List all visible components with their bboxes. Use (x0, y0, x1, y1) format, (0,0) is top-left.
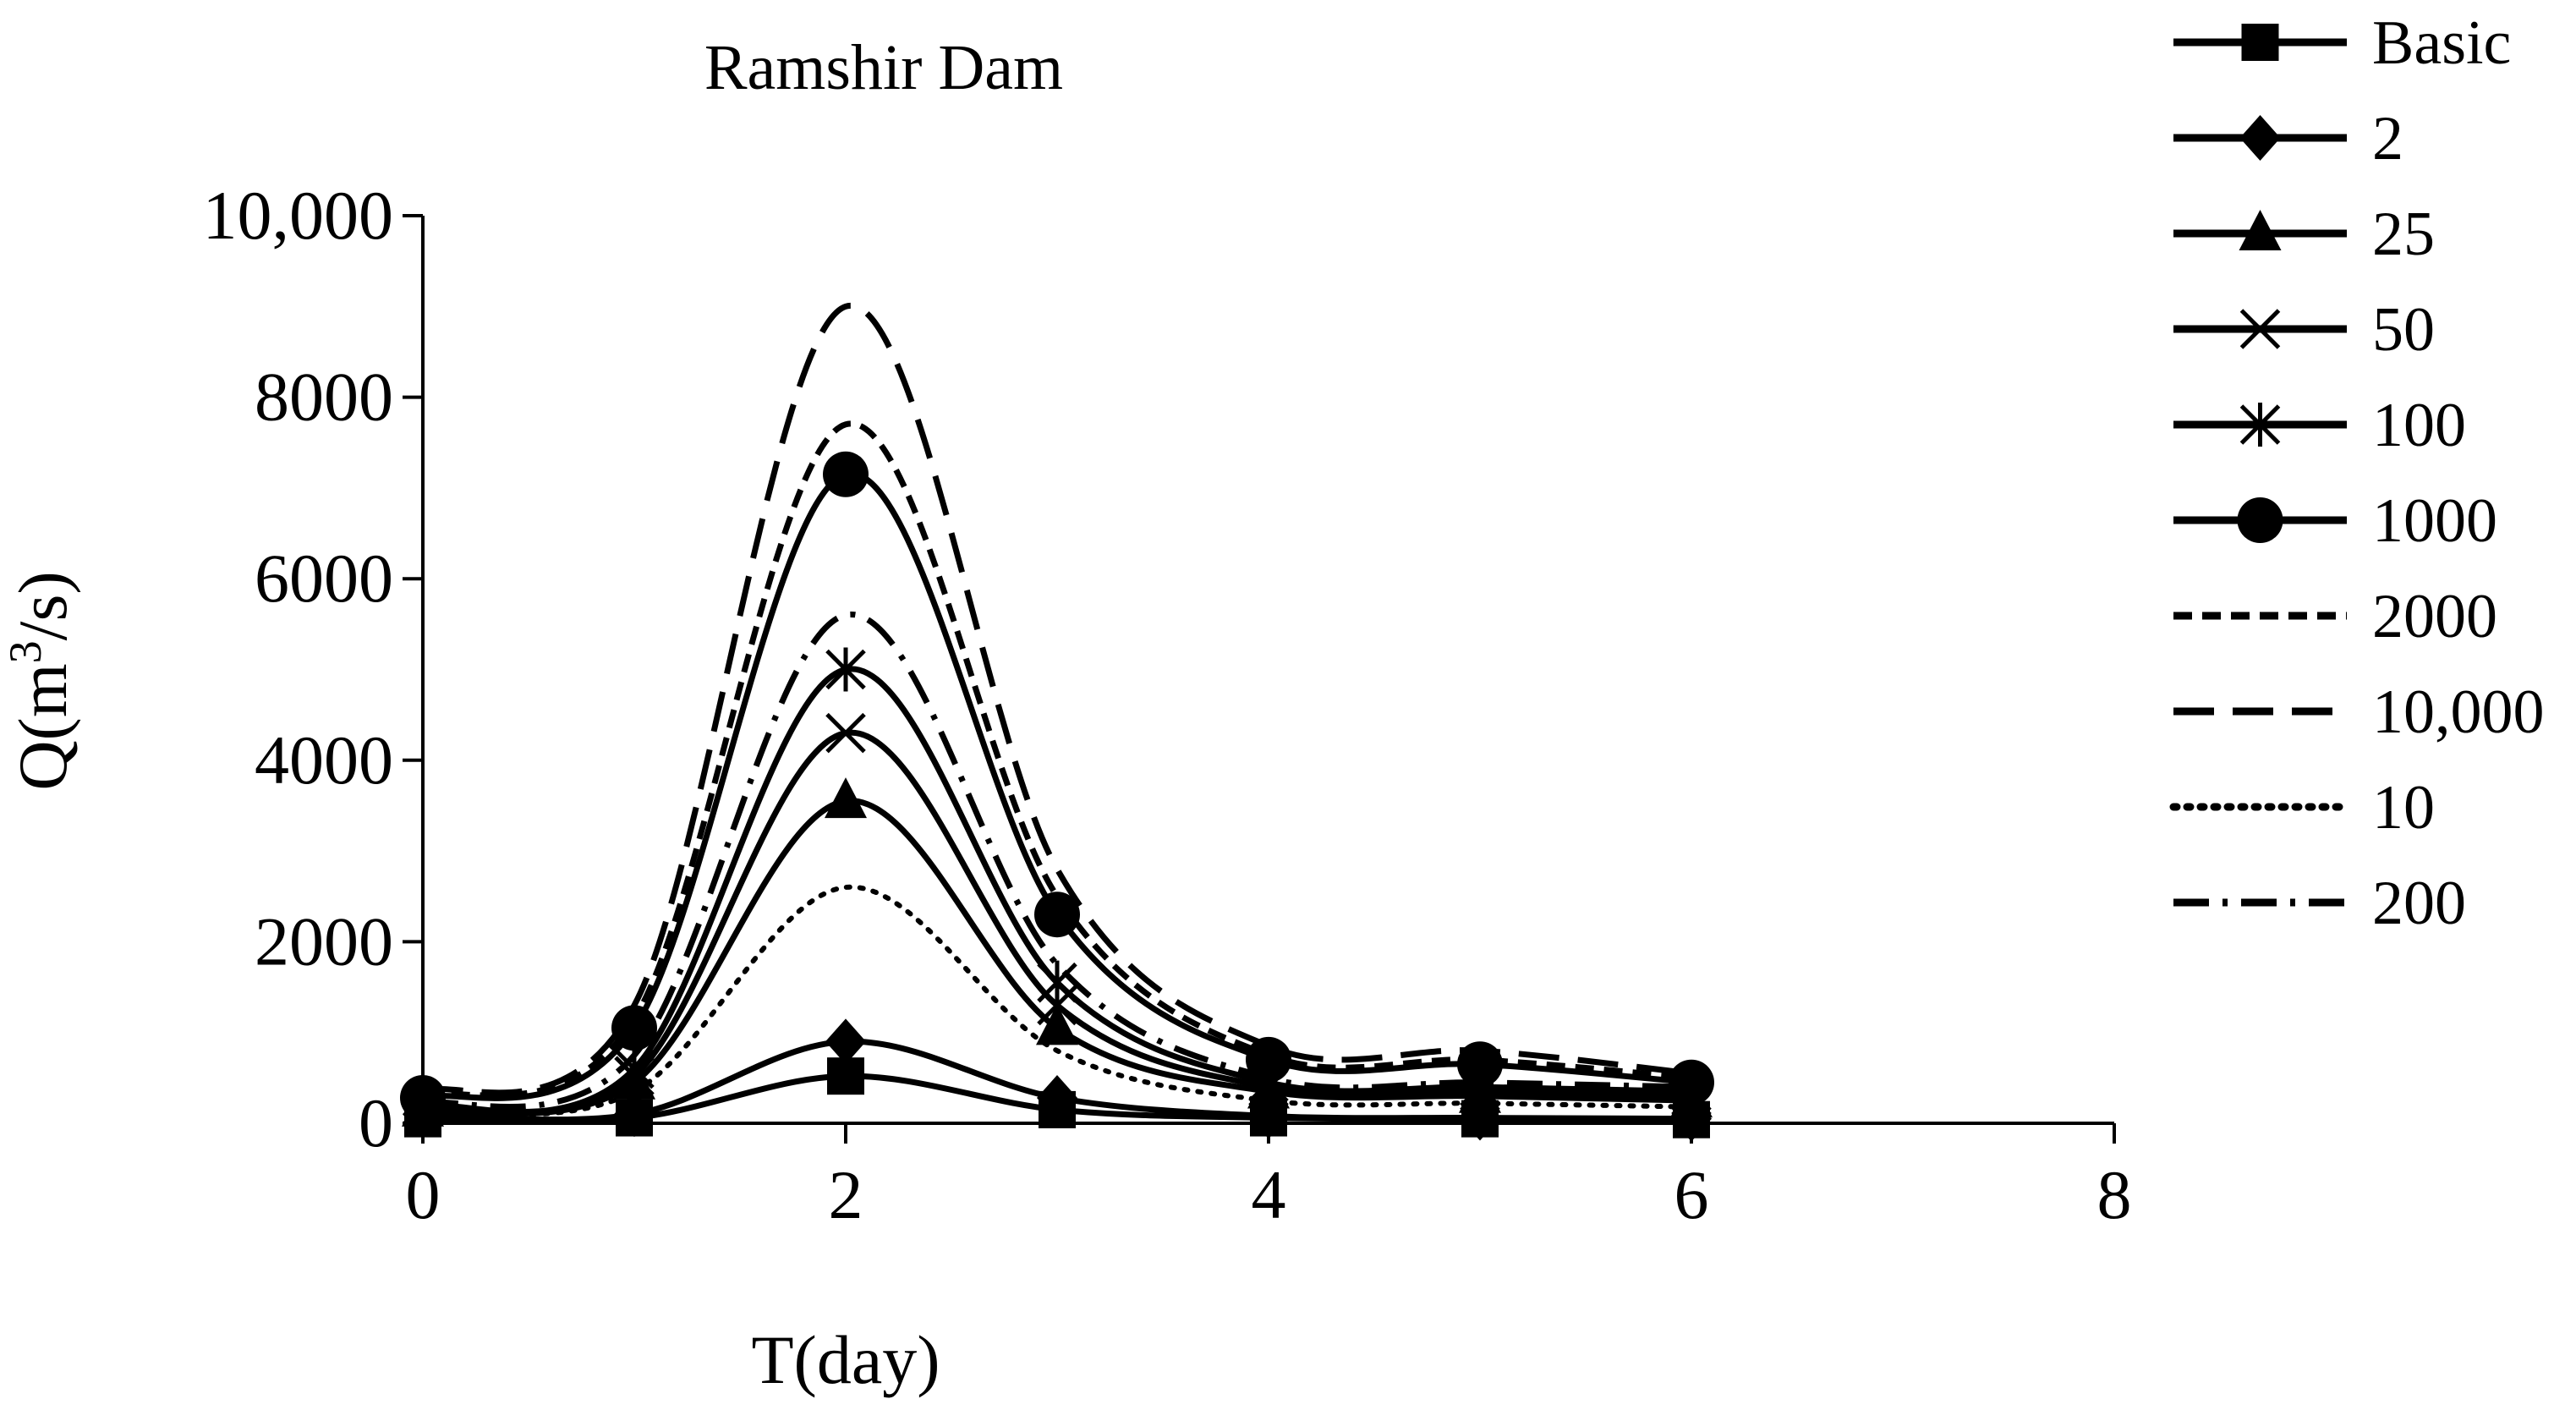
series-point-2 (825, 777, 867, 819)
series-point-3 (825, 712, 866, 754)
x-tick-label: 8 (2097, 1156, 2132, 1233)
legend-label-0: Basic (2372, 8, 2511, 78)
series-point-5 (1034, 892, 1080, 938)
legend-label-5: 1000 (2372, 486, 2497, 556)
legend-marker-4 (2239, 403, 2281, 447)
legend-marker-0 (2241, 24, 2279, 61)
legend-marker-3 (2239, 309, 2281, 349)
legend-label-6: 2000 (2372, 582, 2497, 651)
legend-label-9: 200 (2372, 869, 2466, 938)
legend-label-2: 25 (2372, 200, 2435, 269)
series-point-5 (823, 451, 869, 497)
y-axis-label-main: Q(m (4, 663, 81, 790)
legend-label-8: 10 (2372, 773, 2435, 842)
series-point-1 (1037, 1074, 1077, 1121)
series-line-7 (421, 303, 1692, 1096)
x-tick-label: 4 (1252, 1156, 1286, 1233)
x-tick-label: 6 (1674, 1156, 1709, 1233)
series-line-6 (421, 420, 1692, 1100)
legend-marker-5 (2237, 497, 2283, 543)
series-point-1 (825, 1018, 866, 1065)
x-tick-label: 0 (406, 1156, 441, 1233)
series-point-2 (1036, 1004, 1078, 1045)
legend-label-7: 10,000 (2372, 678, 2545, 747)
axes: 0 2000 4000 6000 8000 10,000 0 2 4 6 8 (203, 177, 2132, 1233)
series-point-5 (1669, 1059, 1714, 1106)
y-axis-label-tail: /s) (4, 571, 81, 640)
y-axis-label-sup: 3 (0, 640, 51, 663)
legend-marker-2 (2239, 210, 2282, 250)
series-point-4 (825, 647, 866, 692)
y-tick-label: 8000 (255, 359, 393, 436)
legend-label-4: 100 (2372, 391, 2466, 460)
y-tick-label: 10,000 (203, 177, 394, 254)
series-point-5 (1246, 1036, 1291, 1083)
y-tick-label: 0 (359, 1084, 393, 1161)
y-axis-label: Q(m3/s) (0, 571, 81, 790)
y-tick-label: 4000 (255, 721, 393, 798)
x-axis-label: T(day) (751, 1321, 940, 1398)
series-markers (400, 451, 1714, 1142)
legend-label-3: 50 (2372, 295, 2435, 365)
series-point-5 (611, 1005, 657, 1051)
series-point-1 (614, 1091, 655, 1138)
y-tick-label: 2000 (255, 903, 393, 979)
legend-marker-1 (2239, 115, 2281, 161)
legend: Basic 2 25 50 100 1000 2000 10,000 10 200 (2169, 8, 2545, 938)
chart-title: Ramshir Dam (704, 32, 1063, 103)
series-point-4 (614, 1046, 655, 1091)
x-tick-label: 2 (829, 1156, 863, 1233)
series-point-4 (1037, 960, 1077, 1005)
series-point-5 (1457, 1041, 1503, 1088)
y-tick-label: 6000 (255, 540, 393, 617)
legend-label-1: 2 (2372, 104, 2403, 173)
series-point-5 (400, 1074, 446, 1121)
